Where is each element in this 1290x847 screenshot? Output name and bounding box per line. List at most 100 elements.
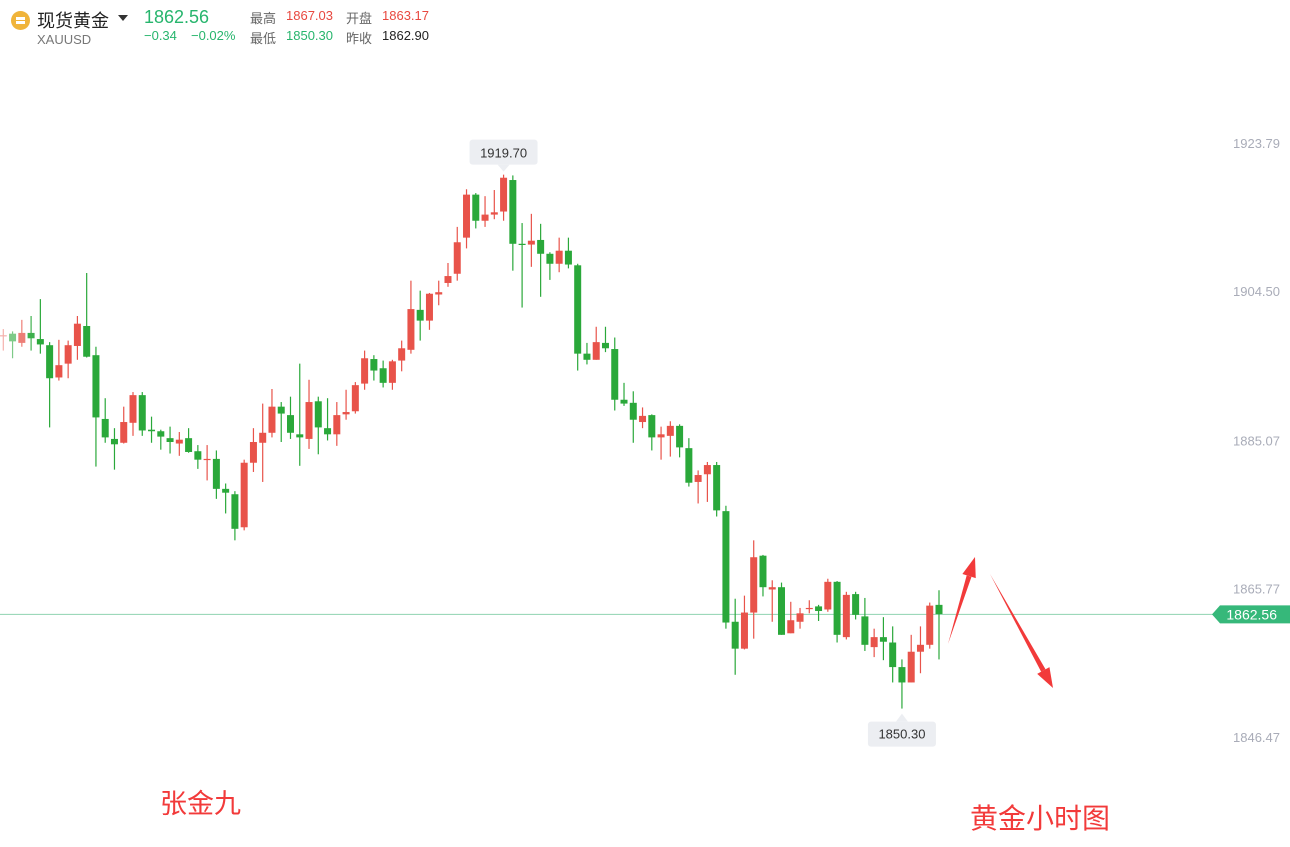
instrument-title[interactable]: 现货黄金: [37, 11, 109, 32]
candle-body: [824, 581, 832, 610]
candle: [555, 237, 563, 273]
candle-body: [490, 212, 498, 215]
price-change: −0.34: [144, 28, 177, 43]
candle: [685, 438, 693, 487]
candle: [703, 461, 711, 502]
candle-body: [694, 475, 702, 482]
candle: [18, 319, 26, 347]
arrow-down-icon-head: [1037, 667, 1053, 688]
candle: [676, 424, 684, 458]
candle: [842, 591, 850, 640]
candle: [0, 329, 7, 351]
candle: [787, 601, 795, 634]
candle: [388, 359, 396, 390]
high-value: 1867.03: [286, 8, 333, 23]
min-price-label-pointer: [895, 713, 908, 722]
quote-header: 现货黄金 XAUUSD 1862.56 −0.34 −0.02% 最高 1867…: [0, 0, 1290, 50]
candle: [648, 414, 656, 451]
candle-body: [935, 604, 943, 615]
candle-body: [722, 511, 730, 623]
candle-body: [685, 448, 693, 483]
candle-body: [778, 587, 786, 635]
y-tick-label: 1865.77: [1233, 582, 1280, 597]
candle-body: [527, 240, 535, 245]
candle: [27, 316, 35, 351]
candle-body: [852, 594, 860, 615]
chevron-down-icon[interactable]: [118, 15, 128, 21]
candle-body: [388, 361, 396, 383]
chart-caption: 黄金小时图: [970, 802, 1111, 835]
candle-body: [879, 637, 887, 642]
candle: [240, 459, 248, 531]
candle-body: [157, 431, 165, 437]
candle-body: [305, 402, 313, 439]
arrow-down-icon-shaft: [990, 574, 1046, 672]
candle-body: [222, 488, 230, 493]
candle: [333, 402, 341, 446]
candle-body: [481, 214, 489, 221]
candle-body: [916, 644, 924, 652]
candle: [620, 382, 628, 406]
candle-body: [18, 332, 26, 343]
candle-body: [639, 415, 647, 423]
author-annotation: 张金九: [160, 789, 241, 820]
candle-body: [231, 494, 239, 529]
open-label: 开盘: [346, 12, 373, 27]
candle-body: [333, 415, 341, 435]
candle-body: [453, 242, 461, 274]
candle-body: [277, 406, 285, 414]
candle: [249, 428, 257, 472]
candle-body: [194, 451, 202, 460]
candle: [611, 337, 619, 411]
candle-body: [629, 402, 637, 420]
arrow-down-icon: [990, 574, 1053, 688]
candle-body: [898, 667, 906, 683]
candle-body: [555, 250, 563, 264]
candle-body: [889, 642, 897, 668]
candle: [296, 363, 304, 466]
candle-body: [203, 458, 211, 461]
candle-body: [564, 250, 572, 265]
candle-body: [27, 332, 35, 339]
candle-body: [787, 620, 795, 634]
candle: [444, 262, 452, 287]
candle: [815, 604, 823, 621]
candle: [46, 342, 54, 428]
candle-body: [815, 606, 823, 612]
candle: [36, 299, 44, 354]
candle: [472, 193, 480, 229]
candle: [138, 392, 146, 436]
candle-body: [296, 434, 304, 438]
candle-body: [314, 401, 322, 428]
candle-body: [185, 438, 193, 452]
candle: [629, 391, 637, 443]
candle-body: [648, 415, 656, 438]
candle: [713, 461, 721, 517]
candle: [231, 491, 239, 541]
low-value: 1850.30: [286, 28, 333, 43]
candle: [73, 316, 81, 360]
candle: [731, 598, 739, 675]
candle-body: [907, 651, 915, 683]
candle-body: [601, 342, 609, 349]
gold-coin-icon: [11, 11, 30, 30]
candle: [351, 382, 359, 414]
candle: [286, 396, 294, 439]
candle: [694, 470, 702, 504]
candle-body: [537, 239, 545, 254]
candle-body: [444, 276, 452, 283]
candle-body: [926, 605, 934, 645]
candle-body: [750, 557, 758, 613]
candle-body: [101, 418, 109, 438]
candle-body: [500, 177, 508, 212]
candle: [175, 432, 183, 456]
y-tick-label: 1885.07: [1233, 433, 1280, 448]
candle-body: [351, 385, 359, 412]
candle: [83, 272, 91, 358]
candle: [490, 190, 498, 220]
candle-body: [509, 180, 517, 244]
candle: [666, 421, 674, 457]
candle: [509, 175, 517, 271]
candle-body: [407, 309, 415, 350]
